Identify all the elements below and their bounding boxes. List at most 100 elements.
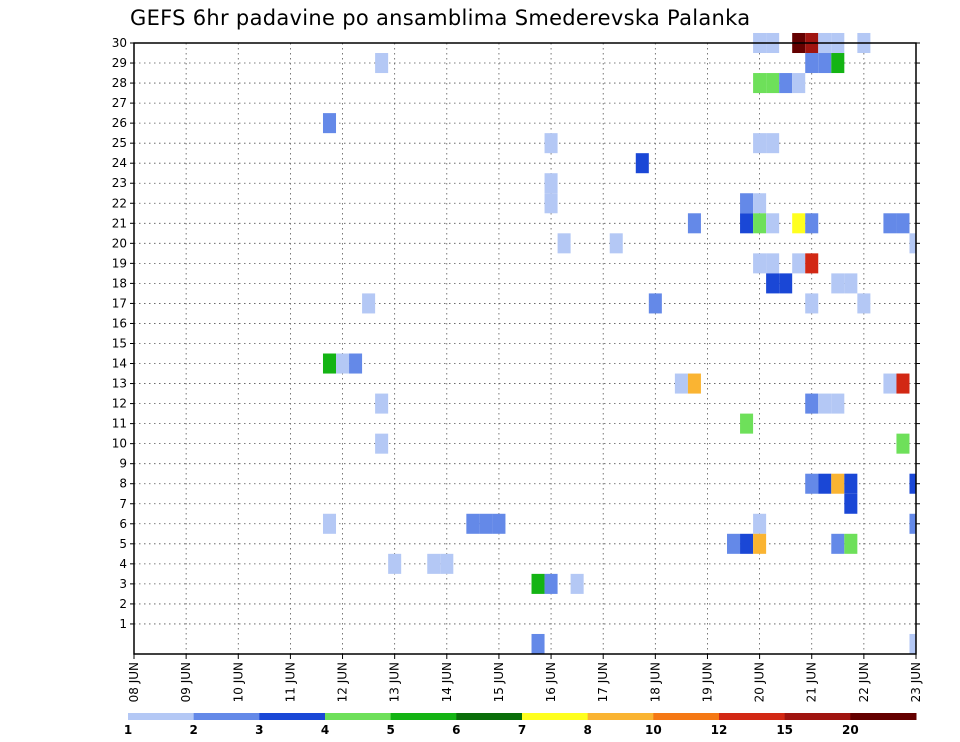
x-tick-label: 16 JUN	[544, 662, 558, 702]
data-cell	[805, 293, 819, 314]
y-tick-label: 23	[112, 176, 127, 190]
data-cell	[322, 353, 337, 374]
y-tick-label: 5	[119, 537, 127, 551]
y-tick-label: 18	[112, 276, 127, 290]
data-cell	[909, 233, 916, 254]
data-cell	[375, 53, 389, 74]
y-tick-label: 29	[112, 56, 127, 70]
data-cell	[753, 133, 767, 154]
x-tick-label: 22 JUN	[857, 662, 871, 702]
data-cell	[388, 553, 402, 574]
data-cell	[440, 553, 454, 574]
data-cell	[753, 513, 767, 534]
legend-swatch	[719, 713, 786, 720]
legend-label: 6	[452, 723, 460, 737]
y-tick-label: 14	[112, 357, 127, 371]
x-tick-label: 12 JUN	[336, 662, 350, 702]
y-tick-label: 12	[112, 397, 127, 411]
data-cell	[375, 393, 389, 414]
x-tick-label: 09 JUN	[179, 662, 193, 702]
data-cell	[805, 393, 819, 414]
data-cell	[844, 273, 858, 294]
data-cell	[753, 213, 767, 234]
x-tick-label: 21 JUN	[805, 662, 819, 702]
data-cell	[831, 273, 845, 294]
legend-label: 1	[124, 723, 132, 737]
legend-swatch	[850, 713, 917, 720]
data-cell	[557, 233, 571, 254]
data-cell	[831, 533, 845, 554]
data-cell	[674, 373, 688, 394]
data-cell	[844, 493, 858, 514]
x-tick-label: 17 JUN	[596, 662, 610, 702]
data-cell	[375, 433, 389, 454]
legend-swatch	[128, 713, 195, 720]
data-cell	[740, 213, 754, 234]
data-cell	[349, 353, 363, 374]
data-cell	[740, 413, 754, 434]
y-tick-label: 17	[112, 296, 127, 310]
data-cell	[635, 153, 649, 174]
data-cell	[753, 533, 767, 554]
x-tick-label: 23 JUN	[909, 662, 923, 702]
data-cell	[844, 533, 858, 554]
data-cell	[818, 473, 832, 494]
x-tick-label: 10 JUN	[231, 662, 245, 702]
y-tick-label: 19	[112, 256, 127, 270]
legend-label: 7	[518, 723, 526, 737]
data-cell	[896, 213, 910, 234]
data-cell	[544, 133, 558, 154]
data-cell	[818, 393, 832, 414]
legend-swatch	[259, 713, 326, 720]
y-tick-label: 2	[119, 597, 127, 611]
data-cell	[766, 213, 780, 234]
data-cell	[766, 273, 780, 294]
legend-label: 2	[189, 723, 197, 737]
x-tick-label: 13 JUN	[388, 662, 402, 702]
x-tick-label: 11 JUN	[283, 662, 297, 702]
data-cell	[740, 533, 754, 554]
data-cell	[531, 573, 545, 594]
data-cell	[544, 173, 558, 194]
y-tick-label: 7	[119, 497, 127, 511]
y-tick-label: 21	[112, 216, 127, 230]
y-tick-label: 26	[112, 116, 127, 130]
data-cell	[362, 293, 376, 314]
data-cell	[687, 373, 701, 394]
x-tick-label: 20 JUN	[753, 662, 767, 702]
data-cell	[779, 273, 793, 294]
y-axis: 1234567891011121314151617181920212223242…	[112, 36, 920, 631]
y-tick-label: 8	[119, 477, 127, 491]
data-cell	[805, 53, 819, 74]
data-cell	[479, 513, 493, 534]
data-cell	[687, 213, 701, 234]
data-cell	[766, 133, 780, 154]
y-tick-label: 30	[112, 36, 127, 50]
data-cell	[792, 253, 806, 274]
data-cells	[322, 32, 916, 654]
grid-lines	[134, 42, 916, 654]
data-cell	[466, 513, 480, 534]
legend-label: 20	[842, 723, 859, 737]
y-tick-label: 16	[112, 316, 127, 330]
y-tick-label: 24	[112, 156, 127, 170]
data-cell	[883, 373, 897, 394]
data-cell	[857, 293, 871, 314]
legend-swatch	[193, 713, 260, 720]
data-cell	[896, 373, 910, 394]
legend-swatch	[784, 713, 851, 720]
y-tick-label: 4	[119, 557, 127, 571]
data-cell	[883, 213, 897, 234]
data-cell	[609, 233, 623, 254]
data-cell	[753, 253, 767, 274]
y-tick-label: 10	[112, 437, 127, 451]
x-tick-label: 14 JUN	[440, 662, 454, 702]
data-cell	[727, 533, 741, 554]
data-cell	[766, 73, 780, 94]
data-cell	[909, 633, 916, 654]
y-tick-label: 6	[119, 517, 127, 531]
data-cell	[753, 193, 767, 214]
y-tick-label: 25	[112, 136, 127, 150]
data-cell	[779, 73, 793, 94]
